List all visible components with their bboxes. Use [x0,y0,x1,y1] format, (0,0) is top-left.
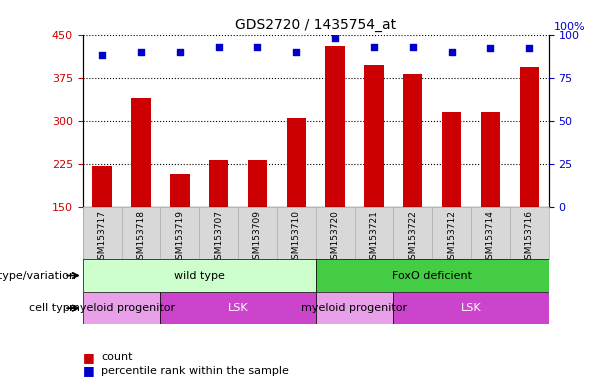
Text: wild type: wild type [174,270,224,281]
Bar [394,292,549,324]
Title: GDS2720 / 1435754_at: GDS2720 / 1435754_at [235,18,396,32]
Text: GSM153716: GSM153716 [525,210,534,265]
Bar [316,292,394,324]
Text: ■: ■ [83,351,94,364]
Text: GSM153707: GSM153707 [214,210,223,265]
Text: GSM153721: GSM153721 [370,210,378,265]
Bar [131,98,151,207]
Text: GSM153709: GSM153709 [253,210,262,265]
Point [136,49,146,55]
Point [330,35,340,41]
Point [408,44,417,50]
Point [97,52,107,58]
Text: 100%: 100% [554,22,586,32]
Point [447,49,457,55]
Bar [83,292,161,324]
Point [485,45,495,51]
Text: LSK: LSK [461,303,481,313]
Bar [316,259,549,292]
Bar [248,160,267,207]
Text: GSM153719: GSM153719 [175,210,185,265]
Point [253,44,262,50]
Text: ■: ■ [83,364,94,377]
Text: GSM153712: GSM153712 [447,210,456,265]
Bar [93,166,112,207]
Text: GSM153710: GSM153710 [292,210,301,265]
Bar [209,160,228,207]
Text: GSM153714: GSM153714 [486,210,495,265]
Text: FoxO deficient: FoxO deficient [392,270,472,281]
Bar [364,65,384,207]
Bar [519,68,539,207]
Bar [442,112,462,207]
Text: GSM153722: GSM153722 [408,210,417,265]
Text: GSM153717: GSM153717 [97,210,107,265]
Point [291,49,301,55]
Text: myeloid progenitor: myeloid progenitor [302,303,408,313]
Text: genotype/variation: genotype/variation [0,270,77,281]
Text: cell type: cell type [29,303,77,313]
Bar [481,112,500,207]
Point [369,44,379,50]
Bar [287,118,306,207]
Bar [83,259,316,292]
Text: GSM153720: GSM153720 [330,210,340,265]
Text: count: count [101,352,132,362]
Point [214,44,224,50]
Point [524,45,534,51]
Bar [326,46,345,207]
Bar [403,74,422,207]
Text: percentile rank within the sample: percentile rank within the sample [101,366,289,376]
Text: myeloid progenitor: myeloid progenitor [69,303,175,313]
Point [175,49,185,55]
Text: GSM153718: GSM153718 [137,210,145,265]
Bar [161,292,316,324]
Text: LSK: LSK [228,303,248,313]
Bar [170,174,189,207]
